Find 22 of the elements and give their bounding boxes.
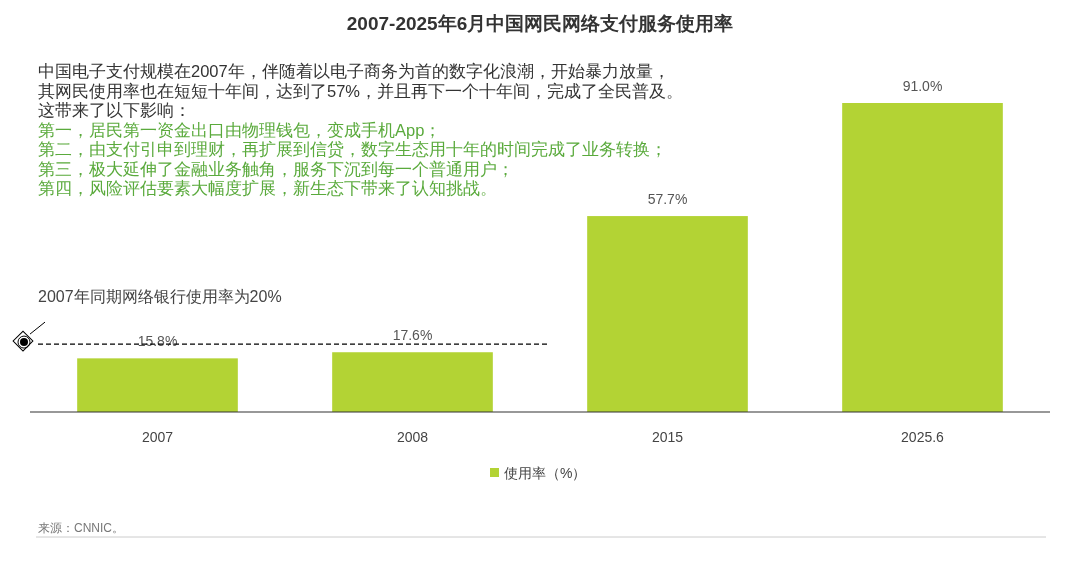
annotation: 第三，极大延伸了金融业务触角，服务下沉到每一个普通用户； [38, 159, 514, 178]
x-tick-label: 2015 [651, 429, 684, 445]
chart-title: 2007-2025年6月中国网民网络支付服务使用率 [346, 13, 734, 34]
annotation: 这带来了以下影响： [38, 101, 191, 119]
source-note: 来源：CNNIC。 [38, 521, 124, 535]
legend-label: 使用率（%） [504, 465, 587, 481]
bar [332, 352, 493, 412]
ref-line-label: 2007年同期网络银行使用率为20% [38, 288, 282, 306]
x-tick-label: 2008 [396, 429, 429, 445]
annotation: 第一，居民第一资金出口由物理钱包，变成手机App； [38, 120, 442, 139]
annotation: 第二，由支付引申到理财，再扩展到信贷，数字生态用十年的时间完成了业务转换； [38, 140, 667, 158]
bar [77, 358, 238, 412]
annotation: 第四，风险评估要素大幅度扩展，新生态下带来了认知挑战。 [38, 179, 497, 197]
bar [587, 216, 748, 412]
x-tick-label: 2025.6 [901, 429, 945, 445]
bar [842, 103, 1003, 412]
text: 中国电子支付规模在2007年，伴随着以电子商务为首的数字化浪潮，开始暴力放量， [38, 62, 670, 80]
x-tick-label: 2007 [141, 429, 174, 445]
text: 其网民使用率也在短短十年间，达到了57%，并且再下一个十年间，完成了全民普及。 [38, 81, 684, 100]
data-label: 57.7% [647, 191, 688, 208]
data-label: 17.6% [392, 327, 433, 344]
data-label: 91.0% [902, 78, 943, 94]
